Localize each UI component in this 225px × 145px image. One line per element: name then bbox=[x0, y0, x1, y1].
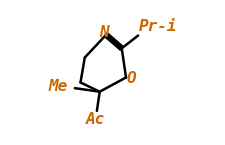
Text: Ac: Ac bbox=[86, 112, 105, 127]
Text: N: N bbox=[99, 25, 109, 40]
Text: O: O bbox=[127, 71, 137, 86]
Text: Me: Me bbox=[48, 79, 67, 94]
Text: Pr-i: Pr-i bbox=[139, 19, 177, 34]
